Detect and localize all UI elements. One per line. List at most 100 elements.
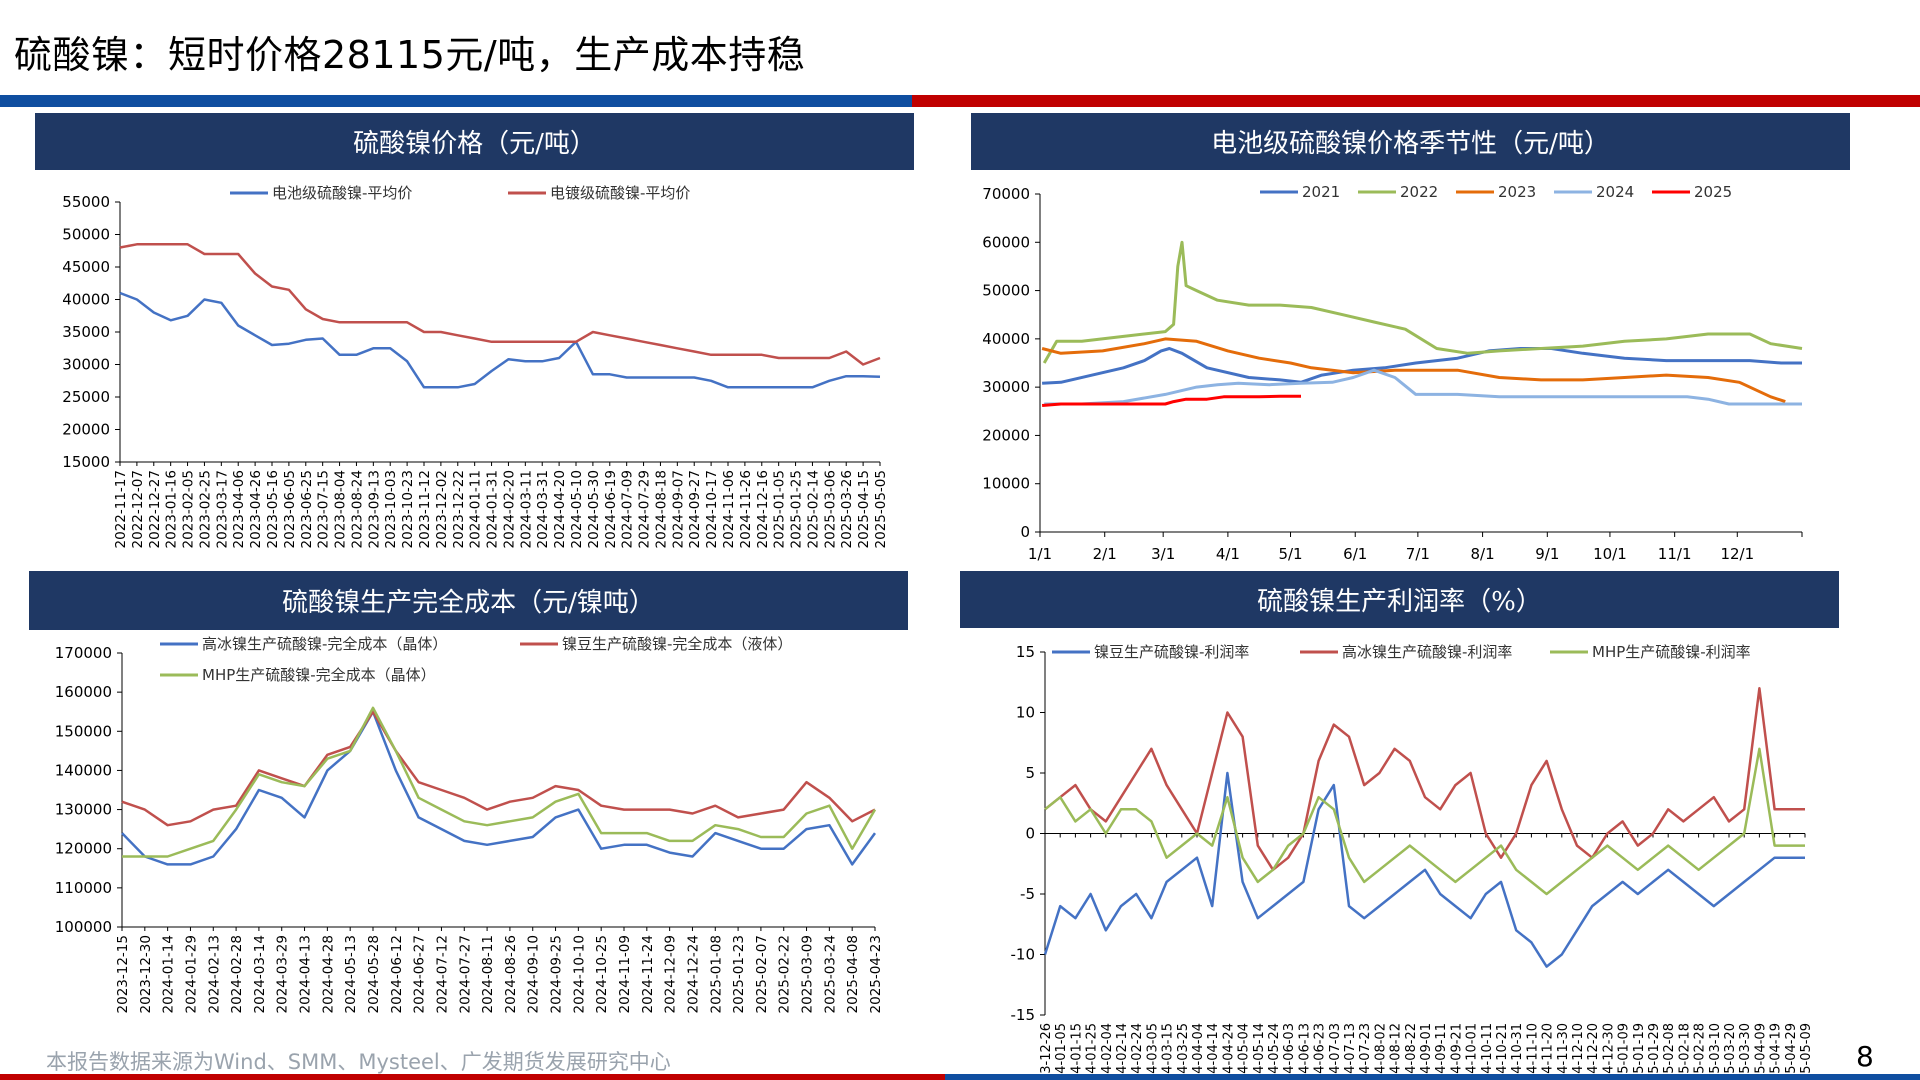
- x-tick-label: 2024-11-24: [640, 935, 656, 1013]
- x-tick-label: 2023-04-26: [248, 470, 264, 548]
- x-tick-label: 2025-03-30: [1738, 1023, 1753, 1080]
- x-tick-label: 2023-12-22: [451, 470, 467, 548]
- y-tick-label: 20000: [62, 421, 110, 439]
- x-tick-label: 11/1: [1658, 545, 1692, 563]
- x-tick-label: 2023-12-30: [138, 935, 154, 1013]
- x-tick-label: 2024-01-31: [485, 470, 501, 548]
- chart-battery-grade-seasonality: 0 10000 20000 30000 40000 50000 60000 70000 1/1 2…: [982, 183, 1803, 563]
- y-tick-label: 20000: [982, 426, 1030, 444]
- x-tick-label: 2024-09-11: [1434, 1023, 1449, 1080]
- y-tick-label: 0: [1020, 523, 1030, 541]
- series-line-高冰镍生产硫酸镍-完全成本（晶体）: [121, 710, 877, 866]
- y-tick-label: 170000: [55, 644, 112, 662]
- legend-label: 2022: [1400, 183, 1438, 201]
- x-tick-label: 2024-06-19: [603, 470, 619, 548]
- legend-label: 2023: [1498, 183, 1536, 201]
- y-tick-label: 100000: [55, 918, 112, 936]
- x-tick-label: 2024-05-10: [569, 470, 585, 548]
- x-tick-label: 2024-09-27: [687, 470, 703, 548]
- x-tick-label: 2024-09-21: [1449, 1023, 1464, 1080]
- x-tick-label: 2024-04-13: [298, 935, 314, 1013]
- series-line-2024: [1044, 368, 1802, 406]
- x-tick-label: 2/1: [1093, 545, 1117, 563]
- x-tick-label: 2024-03-14: [252, 935, 268, 1013]
- x-tick-label: 12/1: [1720, 545, 1754, 563]
- x-tick-label: 2024-12-30: [1601, 1023, 1616, 1080]
- chart-nickel-sulfate-price: 15000 20000 25000 30000 35000 40000 45000 50000…: [62, 184, 889, 548]
- x-tick-label: 2024-11-10: [1525, 1023, 1540, 1080]
- y-tick-label: 110000: [55, 879, 112, 897]
- x-tick-label: 2025-01-05: [772, 470, 788, 548]
- series-line-MHP生产硫酸镍-利润率: [1044, 747, 1805, 896]
- x-tick-label: 2024-07-27: [457, 935, 473, 1013]
- x-tick-label: 2024-06-13: [1297, 1023, 1312, 1080]
- legend-label: 电镀级硫酸镍-平均价: [550, 184, 690, 202]
- x-tick-label: 2024-08-22: [1404, 1023, 1419, 1080]
- x-tick-label: 2023-06-05: [282, 470, 298, 548]
- x-tick-label: 2024-10-01: [1465, 1023, 1480, 1080]
- x-tick-label: 2024-12-24: [685, 935, 701, 1013]
- chart-title-nickel-sulfate-price: 硫酸镍价格（元/吨）: [35, 113, 914, 170]
- x-tick-label: 2024-08-02: [1373, 1023, 1388, 1080]
- x-tick-label: 2024-03-25: [1176, 1023, 1191, 1080]
- y-tick-label: 45000: [62, 258, 110, 276]
- x-tick-label: 2024-02-20: [501, 470, 517, 548]
- top-divider-red: [912, 95, 1920, 107]
- x-tick-label: 2025-04-15: [856, 470, 872, 548]
- x-tick-label: 2024-08-18: [653, 470, 669, 548]
- x-tick-label: 2024-08-11: [480, 935, 496, 1013]
- x-tick-label: 2024-07-12: [434, 935, 450, 1013]
- x-tick-label: 2024-07-29: [637, 470, 653, 548]
- x-tick-label: 1/1: [1028, 545, 1052, 563]
- x-tick-label: 2024-04-04: [1191, 1023, 1206, 1080]
- x-tick-label: 2024-05-14: [1252, 1023, 1267, 1080]
- x-tick-label: 8/1: [1471, 545, 1495, 563]
- y-tick-label: 140000: [55, 761, 112, 779]
- y-tick-label: 60000: [982, 233, 1030, 251]
- x-tick-label: 2024-10-21: [1495, 1023, 1510, 1080]
- x-tick-label: 2024-11-30: [1556, 1023, 1571, 1080]
- x-tick-label: 6/1: [1343, 545, 1367, 563]
- x-tick-label: 2024-01-29: [183, 935, 199, 1013]
- x-tick-label: 2024-01-11: [468, 470, 484, 548]
- x-tick-label: 2023-10-23: [400, 470, 416, 548]
- x-tick-label: 2023-08-04: [333, 470, 349, 548]
- x-tick-label: 2025-01-23: [731, 935, 747, 1013]
- y-tick-label: 50000: [62, 226, 110, 244]
- legend-label: 2025: [1694, 183, 1732, 201]
- x-tick-label: 2024-03-31: [535, 470, 551, 548]
- x-tick-label: 2024-11-06: [721, 470, 737, 548]
- page-title: 硫酸镍：短时价格28115元/吨，生产成本持稳: [14, 33, 806, 77]
- x-tick-label: 10/1: [1593, 545, 1627, 563]
- x-tick-label: 2024-12-10: [1571, 1023, 1586, 1080]
- x-tick-label: 2024-03-05: [1145, 1023, 1160, 1080]
- x-tick-label: 2024-12-20: [1586, 1023, 1601, 1080]
- x-tick-label: 2024-03-15: [1161, 1023, 1176, 1080]
- x-tick-label: 2024-10-11: [1480, 1023, 1495, 1080]
- y-tick-label: -10: [1011, 946, 1036, 964]
- x-tick-label: 2024-04-14: [1206, 1023, 1221, 1080]
- x-tick-label: 5/1: [1278, 545, 1302, 563]
- x-tick-label: 2023-12-26: [1039, 1023, 1054, 1080]
- y-tick-label: -5: [1020, 885, 1035, 903]
- x-tick-label: 2024-07-13: [1343, 1023, 1358, 1080]
- y-tick-label: 15000: [62, 453, 110, 471]
- x-tick-label: 2024-02-13: [206, 935, 222, 1013]
- x-tick-label: 2024-03-29: [275, 935, 291, 1013]
- chart-title-battery-grade-seasonality: 电池级硫酸镍价格季节性（元/吨）: [971, 113, 1850, 170]
- x-tick-label: 2023-03-17: [214, 470, 230, 548]
- x-tick-label: 2025-05-05: [873, 470, 889, 548]
- y-tick-label: 30000: [982, 378, 1030, 396]
- x-tick-label: 2023-01-16: [164, 470, 180, 548]
- x-tick-label: 2022-12-07: [130, 470, 146, 548]
- x-tick-label: 2023-02-25: [197, 470, 213, 548]
- x-tick-label: 2023-10-03: [383, 470, 399, 548]
- series-line-2021: [1042, 347, 1802, 385]
- x-tick-label: 2022-11-17: [113, 470, 129, 548]
- y-tick-label: 30000: [62, 356, 110, 374]
- series-line-电镀级硫酸镍-平均价: [119, 243, 881, 366]
- x-tick-label: 2024-04-20: [552, 470, 568, 548]
- x-tick-label: 3/1: [1151, 545, 1175, 563]
- x-tick-label: 2025-04-19: [1769, 1023, 1784, 1080]
